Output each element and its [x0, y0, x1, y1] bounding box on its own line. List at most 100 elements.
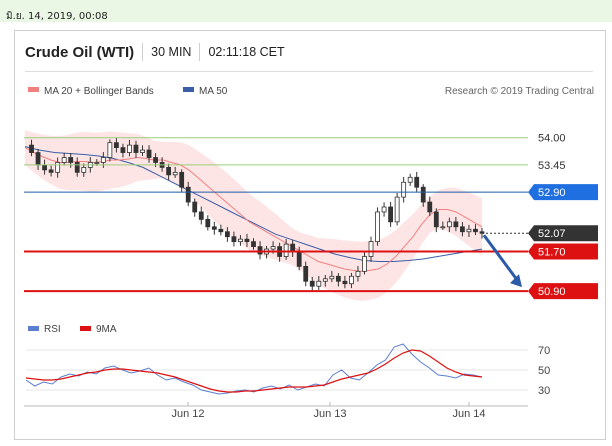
candle-body	[355, 270, 361, 277]
price-layer	[24, 130, 485, 301]
rsi-tick-30: 30	[538, 385, 550, 397]
rsi-series-RSI	[25, 343, 483, 395]
candle-body	[309, 280, 315, 287]
header-divider	[25, 71, 593, 72]
candle-body	[74, 162, 80, 173]
candle-body	[420, 186, 426, 203]
bollinger-band	[25, 130, 482, 301]
instrument-title: Crude Oil (WTI)	[25, 43, 135, 61]
x-tick-label: Jun 14	[452, 408, 485, 420]
candle-body	[238, 238, 243, 243]
candle-body	[368, 241, 374, 257]
candle-body	[322, 278, 328, 282]
ma50-line	[24, 146, 483, 262]
rsi-tick-50: 50	[538, 365, 550, 377]
date-text: มิ.ย. 14, 2019, 00:08	[6, 11, 108, 22]
forecast-arrow-head	[510, 274, 522, 288]
credit-label: Research © 2019 Trading Central	[445, 86, 594, 97]
candle-body	[120, 147, 126, 153]
ma50-legend-swatch	[183, 87, 194, 92]
candle-body	[192, 201, 198, 213]
candle-body	[61, 157, 67, 163]
candle-body	[362, 256, 367, 272]
candle-body	[140, 149, 145, 153]
candle-body	[68, 157, 74, 163]
level-tag-52.90	[528, 184, 598, 201]
candle-body	[114, 142, 119, 148]
candle-body	[440, 226, 446, 229]
candle-body	[107, 142, 113, 158]
rsi-tick-70: 70	[538, 345, 550, 357]
candle-body	[231, 236, 237, 243]
candle-body	[153, 157, 158, 163]
rsi-ma-legend-label: 9MA	[96, 324, 117, 335]
level-label-52.90: 52.90	[538, 187, 566, 199]
rsi-ma-legend-swatch	[80, 326, 91, 331]
candle-body	[446, 221, 452, 228]
rsi-series-9MA	[25, 349, 483, 393]
chart-panel: Crude Oil (WTI) 30 MIN 02:11:18 CET	[14, 30, 606, 440]
rsi-legend-swatch	[28, 326, 39, 331]
candle-body	[335, 275, 341, 282]
candle-body	[218, 228, 224, 233]
candle-body	[388, 206, 394, 223]
level-tag-52.07	[528, 225, 598, 242]
candle-body	[453, 221, 459, 228]
candle-body	[257, 246, 263, 255]
candle-body	[100, 157, 106, 163]
date-bar: มิ.ย. 14, 2019, 00:08	[0, 0, 612, 22]
candle-body	[42, 164, 47, 171]
candle-body	[329, 275, 335, 280]
candle-body	[35, 152, 41, 166]
candle-body	[224, 231, 230, 238]
candle-body	[460, 226, 465, 233]
level-label-54.00: 54.00	[538, 133, 566, 145]
candle-body	[381, 206, 387, 213]
levels-layer: 54.00 53.45 52.90 52.07 51.70 50.90	[24, 133, 598, 300]
candle-body	[55, 162, 61, 173]
candle-body	[296, 251, 302, 267]
ma20-legend-label: MA 20 + Bollinger Bands	[44, 86, 154, 97]
candle-body	[29, 144, 34, 153]
candle-body	[283, 243, 289, 257]
candle-body	[394, 196, 400, 223]
level-tag-50.90	[528, 283, 598, 300]
ma20-legend-swatch	[28, 87, 39, 92]
level-label-52.07: 52.07	[538, 228, 566, 240]
candle-body	[342, 280, 348, 285]
candle-body	[251, 241, 256, 247]
candle-body	[375, 211, 380, 243]
forecast-arrow-shaft	[482, 234, 520, 283]
rsi-legend-label: RSI	[44, 324, 61, 335]
candle-body	[172, 171, 178, 176]
candle-body	[270, 246, 276, 250]
candle-body	[198, 211, 204, 220]
rsi-layer: 70 50 30	[25, 343, 550, 397]
candle-body	[433, 211, 439, 228]
chart-header: Crude Oil (WTI) 30 MIN 02:11:18 CET	[25, 41, 293, 63]
level-tag-51.70	[528, 243, 598, 260]
candle-body	[166, 166, 172, 176]
candle-body	[427, 201, 433, 213]
candle-body	[81, 166, 87, 173]
candle-body	[303, 265, 309, 282]
level-label-53.45: 53.45	[538, 160, 566, 172]
candle-body	[146, 149, 152, 158]
x-tick-label: Jun 12	[171, 408, 204, 420]
candle-body	[401, 181, 407, 198]
ma50-legend-label: MA 50	[199, 86, 228, 97]
candle-body	[414, 176, 420, 188]
candle-body	[211, 226, 217, 230]
candle-body	[48, 169, 54, 173]
x-axis: Jun 12 Jun 13 Jun 14	[171, 402, 486, 420]
candle-body	[473, 228, 478, 233]
candle-body	[466, 228, 472, 233]
candle-body	[179, 171, 185, 188]
candle-body	[290, 243, 296, 252]
time-label: 02:11:18 CET	[199, 43, 292, 61]
timeframe-label: 30 MIN	[142, 43, 199, 61]
candle-body	[244, 238, 250, 243]
candle-body	[94, 162, 100, 164]
x-tick-label: Jun 13	[313, 408, 346, 420]
